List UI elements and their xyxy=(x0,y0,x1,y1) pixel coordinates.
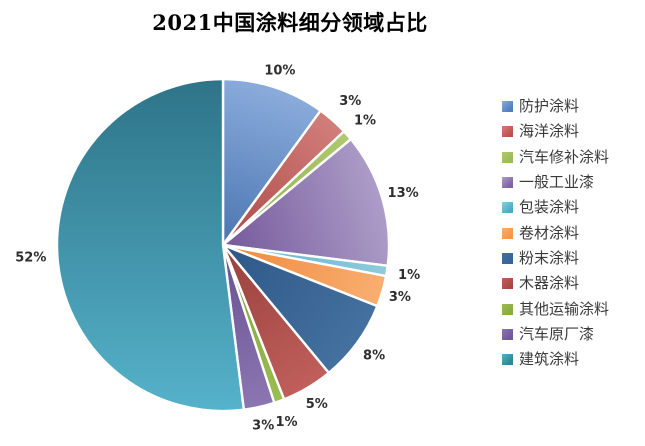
slice-label-6: 8% xyxy=(363,348,385,363)
legend-item-9: 汽车原厂漆 xyxy=(502,322,642,347)
legend-item-10: 建筑涂料 xyxy=(502,347,642,372)
legend-swatch-icon xyxy=(502,303,513,315)
slice-label-10: 52% xyxy=(15,251,46,266)
legend-label: 防护涂料 xyxy=(519,97,580,116)
slice-label-0: 10% xyxy=(264,63,295,78)
legend-swatch-icon xyxy=(502,227,513,239)
legend-item-7: 木器涂料 xyxy=(502,271,642,296)
legend-item-5: 卷材涂料 xyxy=(502,220,642,245)
legend-item-4: 包装涂料 xyxy=(502,195,642,220)
legend-label: 包装涂料 xyxy=(519,198,580,217)
slice-label-5: 3% xyxy=(389,290,411,305)
legend-item-6: 粉末涂料 xyxy=(502,246,642,271)
legend-swatch-icon xyxy=(502,202,513,214)
slice-label-3: 13% xyxy=(388,186,419,201)
chart-title: 2021中国涂料细分领域占比 xyxy=(152,10,428,35)
pie-slice-3 xyxy=(221,137,391,268)
legend-label: 卷材涂料 xyxy=(519,223,580,242)
legend-swatch-icon xyxy=(502,101,513,113)
legend-label: 建筑涂料 xyxy=(519,350,580,369)
legend-swatch-icon xyxy=(502,126,513,138)
pie-slice-10 xyxy=(55,77,246,413)
legend-label: 木器涂料 xyxy=(519,274,580,293)
legend: 防护涂料海洋涂料汽车修补涂料 一般工业漆包装涂料卷材涂料粉末涂料木器涂料其他运输涂… xyxy=(502,94,642,372)
legend-swatch-icon xyxy=(502,151,513,163)
legend-swatch-icon xyxy=(502,252,513,264)
legend-item-8: 其他运输涂料 xyxy=(502,296,642,321)
pie-slice-0 xyxy=(221,77,322,247)
legend-swatch-icon xyxy=(502,177,513,189)
slice-label-2: 1% xyxy=(354,113,376,128)
legend-swatch-icon xyxy=(502,278,513,290)
slice-label-4: 1% xyxy=(398,268,420,283)
legend-item-3: 一般工业漆 xyxy=(502,170,642,195)
slice-label-1: 3% xyxy=(339,94,361,109)
legend-swatch-icon xyxy=(502,328,513,340)
legend-label: 海洋涂料 xyxy=(519,122,580,141)
legend-label: 汽车修补涂料 xyxy=(519,147,610,166)
legend-label: 汽车原厂漆 xyxy=(519,324,595,343)
slice-label-9: 3% xyxy=(252,418,274,433)
legend-item-0: 防护涂料 xyxy=(502,94,642,119)
legend-label: 其他运输涂料 xyxy=(519,299,610,318)
legend-item-1: 海洋涂料 xyxy=(502,119,642,144)
slice-label-8: 1% xyxy=(275,415,297,430)
legend-swatch-icon xyxy=(502,354,513,366)
legend-label: 一般工业漆 xyxy=(519,173,595,192)
legend-item-2: 汽车修补涂料 xyxy=(502,145,642,170)
legend-label: 粉末涂料 xyxy=(519,248,580,267)
slice-label-7: 5% xyxy=(306,397,328,412)
